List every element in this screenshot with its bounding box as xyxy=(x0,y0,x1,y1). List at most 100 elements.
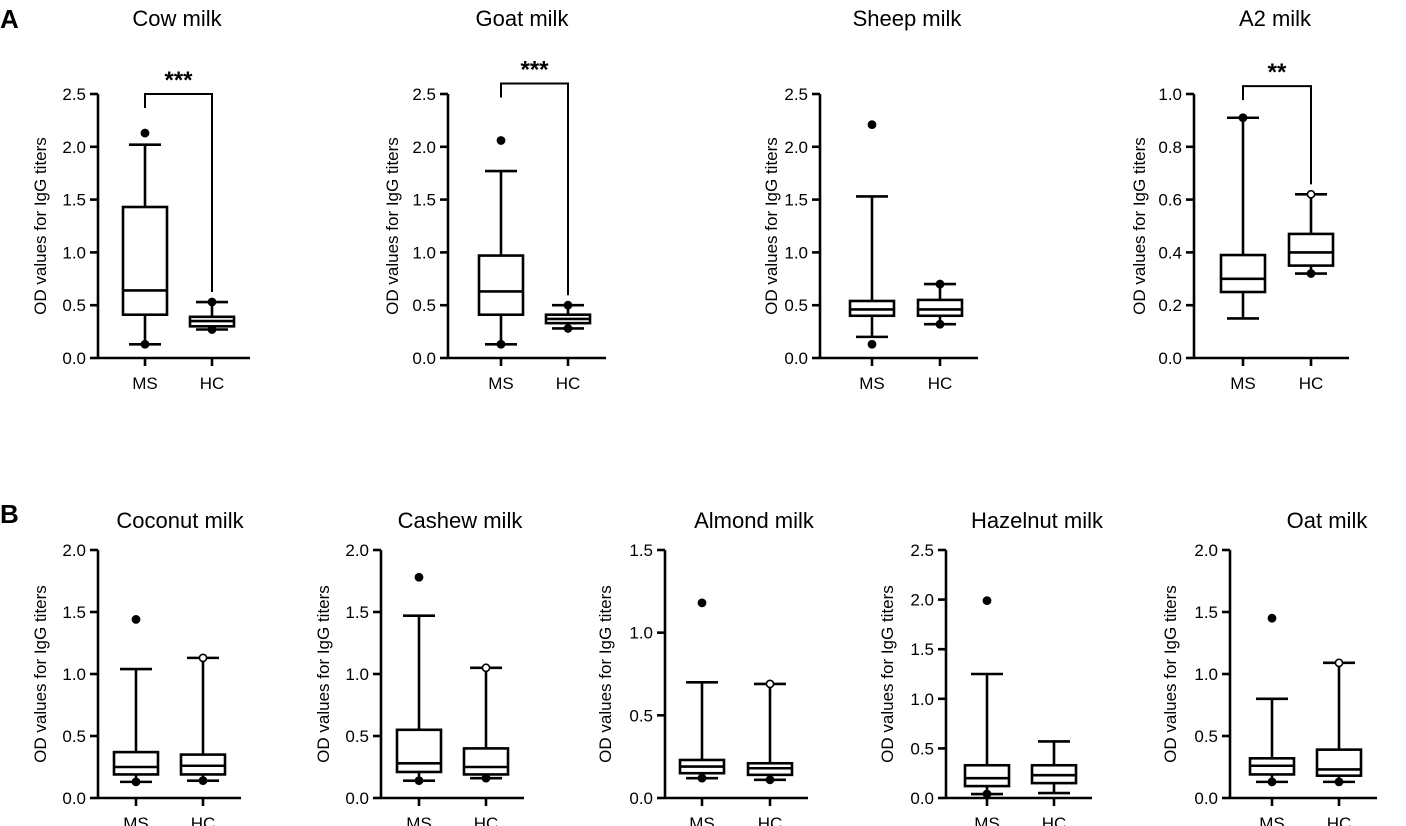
cashew-milk-hc-box-plot xyxy=(462,663,510,783)
almond-milk-y-axis-label: OD values for IgG titers xyxy=(596,585,615,763)
hazelnut-milk-y-tick-label: 1.0 xyxy=(910,690,934,709)
goat-milk-significance-label: *** xyxy=(520,56,549,83)
hazelnut-milk-ms-min-point xyxy=(982,789,992,799)
cow-milk-y-tick-label: 2.0 xyxy=(62,138,86,157)
oat-milk-hc-max-point xyxy=(1334,658,1344,668)
oat-milk-ms-outlier-point xyxy=(1267,613,1277,623)
almond-milk-ms-outlier-point xyxy=(697,598,707,608)
hazelnut-milk-y-tick-label: 2.0 xyxy=(910,591,934,610)
a2-milk-y-tick-label: 0.0 xyxy=(1158,349,1182,368)
oat-milk-title: Oat milk xyxy=(1287,508,1369,533)
goat-milk-significance-bracket xyxy=(500,82,569,296)
coconut-milk-y-tick-label: 1.5 xyxy=(62,603,86,622)
almond-milk-hc-max-point xyxy=(765,679,775,689)
sheep-milk-y-tick-label: 1.5 xyxy=(784,191,808,210)
cashew-milk-title: Cashew milk xyxy=(398,508,524,533)
a2-milk-hc-max-point xyxy=(1306,189,1316,199)
goat-milk-y-axis-label: OD values for IgG titers xyxy=(383,137,402,315)
oat-milk-ms-min-point xyxy=(1267,777,1277,787)
cow-milk-y-axis-label: OD values for IgG titers xyxy=(31,137,50,315)
almond-milk-title: Almond milk xyxy=(694,508,815,533)
cow-milk-y-tick-label: 0.5 xyxy=(62,296,86,315)
oat-milk-y-tick-label: 0.5 xyxy=(1194,727,1218,746)
almond-milk-ms-box-plot xyxy=(678,598,726,783)
cashew-milk-y-axis-label: OD values for IgG titers xyxy=(314,585,333,763)
a2-milk-y-tick-label: 0.6 xyxy=(1158,191,1182,210)
goat-milk-hc-box-plot xyxy=(544,300,592,333)
cow-milk-hc-min-point xyxy=(207,325,217,334)
coconut-milk-ms-box-plot xyxy=(112,615,160,787)
chart-oat-milk: Oat milk OD values for IgG titers 0.0 0.5 1.… xyxy=(1161,508,1377,826)
sheep-milk-hc-iqr-box xyxy=(916,298,964,318)
goat-milk-ms-iqr-box xyxy=(477,254,525,317)
almond-milk-hc-box-plot xyxy=(746,679,794,785)
almond-milk-x-tick-label-ms: MS xyxy=(689,814,715,826)
cow-milk-x-tick-label-hc: HC xyxy=(200,374,225,393)
chart-cashew-milk: Cashew milk OD values for IgG titers 0.0 0.… xyxy=(314,508,524,826)
coconut-milk-ms-iqr-box xyxy=(112,750,160,776)
cow-milk-y-tick-label: 1.0 xyxy=(62,243,86,262)
hazelnut-milk-title: Hazelnut milk xyxy=(971,508,1104,533)
oat-milk-y-tick-label: 1.5 xyxy=(1194,603,1218,622)
goat-milk-ms-outlier-point xyxy=(496,136,506,145)
sheep-milk-y-tick-label: 2.5 xyxy=(784,85,808,104)
cashew-milk-x-tick-label-hc: HC xyxy=(474,814,499,826)
oat-milk-hc-min-point xyxy=(1334,777,1344,787)
cashew-milk-x-tick-label-ms: MS xyxy=(406,814,432,826)
sheep-milk-hc-max-point xyxy=(935,279,945,289)
hazelnut-milk-ms-iqr-box xyxy=(963,763,1011,788)
cashew-milk-y-tick-label: 1.0 xyxy=(345,665,369,684)
sheep-milk-title: Sheep milk xyxy=(853,6,963,31)
coconut-milk-x-tick-label-hc: HC xyxy=(191,814,216,826)
sheep-milk-x-tick-label-hc: HC xyxy=(928,374,953,393)
almond-milk-y-tick-label: 0.5 xyxy=(629,706,653,725)
a2-milk-hc-min-point xyxy=(1306,269,1316,278)
panel-label-a: A xyxy=(0,4,19,34)
hazelnut-milk-ms-box-plot xyxy=(963,596,1011,799)
cow-milk-ms-iqr-box xyxy=(121,205,169,317)
a2-milk-ms-max-point xyxy=(1238,113,1248,123)
cashew-milk-ms-box-plot xyxy=(395,572,443,786)
hazelnut-milk-ms-outlier-point xyxy=(982,596,992,605)
oat-milk-y-tick-label: 2.0 xyxy=(1194,541,1218,560)
cow-milk-significance-bracket xyxy=(144,93,213,293)
coconut-milk-hc-min-point xyxy=(198,776,208,786)
a2-milk-hc-box-plot xyxy=(1287,189,1335,278)
a2-milk-y-tick-label: 1.0 xyxy=(1158,85,1182,104)
cow-milk-x-tick-label-ms: MS xyxy=(132,374,158,393)
almond-milk-x-tick-label-hc: HC xyxy=(758,814,783,826)
a2-milk-y-tick-label: 0.4 xyxy=(1158,243,1182,262)
cow-milk-title: Cow milk xyxy=(132,6,222,31)
coconut-milk-hc-box-plot xyxy=(179,653,227,786)
almond-milk-y-tick-label: 0.0 xyxy=(629,789,653,808)
hazelnut-milk-x-tick-label-hc: HC xyxy=(1042,814,1067,826)
a2-milk-x-tick-label-hc: HC xyxy=(1299,374,1324,393)
a2-milk-y-tick-label: 0.2 xyxy=(1158,296,1182,315)
cashew-milk-y-tick-label: 1.5 xyxy=(345,603,369,622)
cashew-milk-ms-outlier-point xyxy=(414,572,424,582)
charts-container: Cow milk OD values for IgG titers 0.0 0.5 1.… xyxy=(31,6,1377,826)
cashew-milk-y-tick-label: 0.5 xyxy=(345,727,369,746)
goat-milk-title: Goat milk xyxy=(476,6,570,31)
a2-milk-significance-bracket xyxy=(1242,85,1312,185)
cow-milk-ms-min-point xyxy=(140,339,150,349)
goat-milk-hc-max-point xyxy=(563,300,573,310)
a2-milk-ms-iqr-box xyxy=(1219,253,1267,294)
sheep-milk-y-tick-label: 2.0 xyxy=(784,138,808,157)
sheep-milk-y-tick-label: 1.0 xyxy=(784,243,808,262)
chart-a2-milk: A2 milk OD values for IgG titers 0.0 0.2 0.4… xyxy=(1130,6,1349,393)
a2-milk-x-tick-label-ms: MS xyxy=(1230,374,1256,393)
cashew-milk-ms-iqr-box xyxy=(395,728,443,774)
coconut-milk-hc-max-point xyxy=(198,653,208,663)
a2-milk-significance-label: ** xyxy=(1268,59,1287,86)
oat-milk-hc-box-plot xyxy=(1315,658,1363,787)
hazelnut-milk-hc-box-plot xyxy=(1030,740,1078,795)
sheep-milk-y-tick-label: 0.5 xyxy=(784,296,808,315)
oat-milk-y-axis-label: OD values for IgG titers xyxy=(1161,585,1180,763)
chart-hazelnut-milk: Hazelnut milk OD values for IgG titers 0.0… xyxy=(878,508,1104,826)
chart-goat-milk: Goat milk OD values for IgG titers 0.0 0.5 1… xyxy=(383,6,606,393)
coconut-milk-y-tick-label: 2.0 xyxy=(62,541,86,560)
cashew-milk-hc-iqr-box xyxy=(462,747,510,776)
coconut-milk-y-axis-label: OD values for IgG titers xyxy=(31,585,50,763)
